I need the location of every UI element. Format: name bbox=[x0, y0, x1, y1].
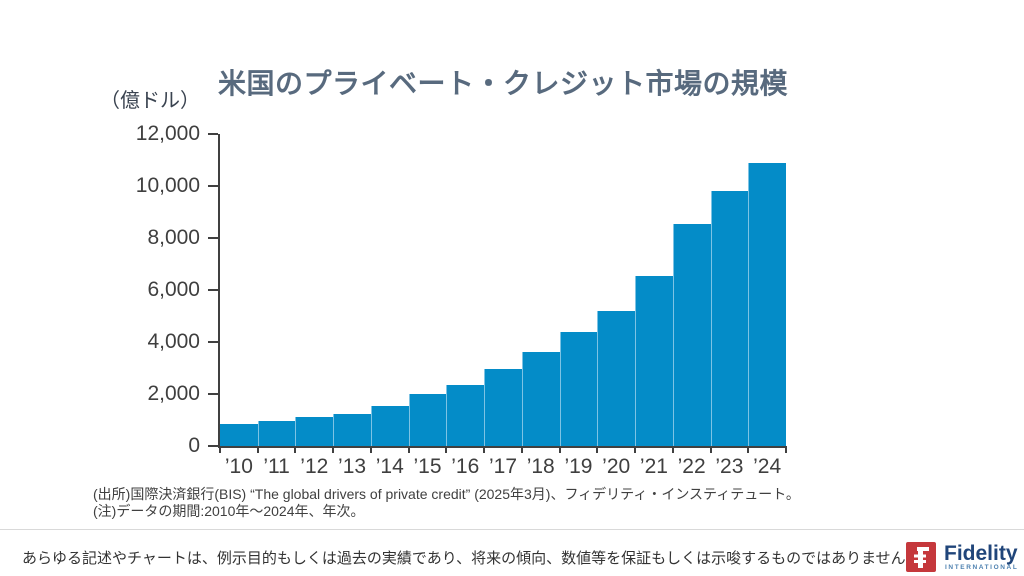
footer-divider bbox=[0, 529, 1024, 530]
fidelity-wordmark: Fidelity bbox=[944, 542, 1018, 565]
disclaimer-text: あらゆる記述やチャートは、例示目的もしくは過去の実績であり、将来の傾向、数値等を… bbox=[22, 550, 921, 567]
x-tick-label: ’15 bbox=[413, 455, 442, 478]
fidelity-f-icon bbox=[906, 542, 936, 572]
source-line: (出所)国際決済銀行(BIS) “The global drivers of p… bbox=[93, 486, 800, 502]
x-axis-tick bbox=[634, 446, 637, 453]
bar-chart-plot-area: 0 2,000 4,000 6,000 8,000 10,000 12,000 ’10 ’11 ’… bbox=[136, 122, 787, 478]
y-axis-tick bbox=[208, 289, 218, 291]
note-line: (注)データの期間:2010年～2024年、年次。 bbox=[93, 503, 365, 519]
bar-’11 bbox=[257, 421, 296, 446]
bar-’10 bbox=[220, 423, 258, 446]
y-tick-label: 10,000 bbox=[135, 174, 200, 197]
source-note: (出所)国際決済銀行(BIS) “The global drivers of p… bbox=[93, 486, 800, 520]
x-tick-label: ’13 bbox=[338, 455, 367, 478]
y-tick-label: 6,000 bbox=[147, 278, 200, 301]
bar-’22 bbox=[672, 223, 711, 446]
x-axis-tick bbox=[671, 446, 674, 453]
x-axis-tick bbox=[256, 446, 259, 453]
x-axis-tick bbox=[219, 446, 221, 453]
x-tick-label: ’12 bbox=[300, 455, 329, 478]
bar-’24 bbox=[748, 162, 786, 446]
fidelity-f-glyph bbox=[914, 547, 929, 568]
y-tick-label: 0 bbox=[188, 434, 200, 457]
bar-’19 bbox=[559, 331, 598, 446]
x-tick-label: ’22 bbox=[677, 455, 706, 478]
bar-’14 bbox=[370, 405, 409, 446]
y-tick-label: 2,000 bbox=[147, 382, 200, 405]
y-tick-label: 4,000 bbox=[147, 330, 200, 353]
bar-’15 bbox=[408, 394, 447, 446]
y-axis-tick bbox=[208, 185, 218, 187]
y-tick-label: 8,000 bbox=[147, 226, 200, 249]
x-axis-tick bbox=[520, 446, 523, 453]
y-axis-tick bbox=[208, 237, 218, 239]
x-axis-tick bbox=[407, 446, 410, 453]
x-tick-label: ’21 bbox=[639, 455, 668, 478]
y-axis-tick bbox=[208, 133, 218, 135]
x-axis-tick bbox=[747, 446, 750, 453]
x-axis-tick bbox=[558, 446, 561, 453]
x-tick-label: ’24 bbox=[753, 455, 782, 478]
x-tick-label: ’19 bbox=[564, 455, 593, 478]
bar-’13 bbox=[333, 413, 371, 446]
y-tick-label: 12,000 bbox=[135, 122, 200, 145]
x-axis-tick bbox=[332, 446, 335, 453]
bar-’16 bbox=[446, 384, 485, 446]
x-axis-tick bbox=[483, 446, 486, 453]
x-axis-tick bbox=[785, 446, 787, 453]
fidelity-international-label: INTERNATIONAL bbox=[945, 564, 1019, 571]
x-tick-label: ’10 bbox=[224, 455, 253, 478]
x-tick-label: ’18 bbox=[526, 455, 555, 478]
y-axis-tick bbox=[208, 445, 218, 447]
x-axis-tick bbox=[445, 446, 448, 453]
bar-’20 bbox=[597, 310, 636, 446]
bar-’18 bbox=[521, 352, 560, 446]
x-axis-tick bbox=[294, 446, 297, 453]
x-tick-label: ’16 bbox=[451, 455, 480, 478]
bar-’21 bbox=[635, 275, 673, 446]
y-axis-tick bbox=[208, 341, 218, 343]
chart-title: 米国のプライベート・クレジット市場の規模 bbox=[218, 68, 789, 99]
fidelity-logo: Fidelity INTERNATIONAL bbox=[906, 542, 1018, 572]
y-axis-unit-label: （億ドル） bbox=[100, 90, 200, 112]
bar-’17 bbox=[484, 369, 522, 446]
x-tick-label: ’17 bbox=[488, 455, 517, 478]
x-tick-label: ’20 bbox=[602, 455, 631, 478]
x-tick-label: ’14 bbox=[375, 455, 404, 478]
bar-’23 bbox=[710, 191, 749, 446]
x-axis-tick bbox=[596, 446, 599, 453]
x-tick-label: ’23 bbox=[715, 455, 744, 478]
x-axis-tick bbox=[369, 446, 372, 453]
y-axis-tick bbox=[208, 393, 218, 395]
x-axis-tick bbox=[709, 446, 712, 453]
x-tick-label: ’11 bbox=[263, 455, 290, 478]
bar-’12 bbox=[295, 417, 334, 446]
